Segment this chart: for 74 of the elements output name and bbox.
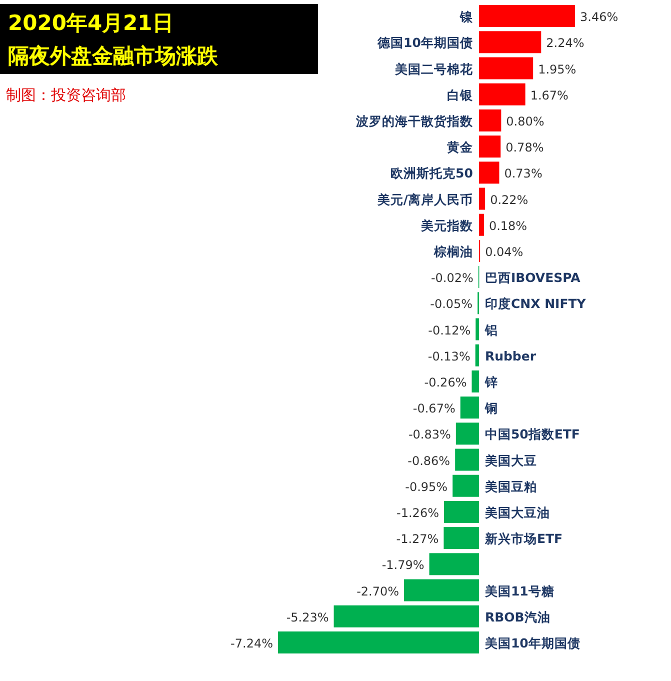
bar — [444, 527, 479, 550]
bar — [478, 109, 502, 132]
data-label: -2.70% — [356, 584, 400, 598]
data-label: -0.83% — [408, 428, 451, 442]
bar — [478, 214, 484, 236]
bar — [460, 396, 479, 419]
y-tick-label: Rubber — [484, 348, 537, 364]
y-tick-label: 欧洲斯托克50 — [390, 166, 474, 181]
y-tick-label: 铝 — [484, 322, 498, 338]
data-label: 3.46% — [580, 10, 618, 24]
data-label: 0.73% — [504, 166, 542, 181]
data-label: -0.26% — [424, 375, 467, 390]
text: 制图：投资咨询部 — [6, 86, 126, 104]
data-label: 2.24% — [546, 36, 584, 50]
bar — [478, 83, 526, 106]
bar — [478, 57, 534, 80]
bar — [278, 631, 479, 654]
y-tick-label: 德国10年期国债 — [376, 35, 473, 50]
bar — [429, 553, 479, 576]
data-label: 1.67% — [530, 88, 568, 102]
data-label: -7.24% — [230, 636, 273, 650]
bar — [472, 370, 479, 392]
data-label: 0.80% — [506, 114, 544, 128]
bar — [334, 605, 479, 628]
data-label: -0.02% — [430, 271, 474, 286]
bar — [478, 5, 575, 28]
y-tick-label: 镍 — [458, 9, 474, 24]
bar — [456, 422, 479, 445]
data-label: -0.67% — [412, 402, 456, 416]
y-tick-label: 黄金 — [446, 140, 473, 155]
y-tick-label: 美国大豆 — [484, 452, 537, 468]
bar — [444, 500, 479, 523]
bar — [478, 136, 501, 158]
bar — [478, 188, 486, 210]
data-label: -5.23% — [286, 610, 329, 624]
data-label: -0.05% — [430, 297, 473, 312]
data-label: 0.04% — [485, 244, 524, 259]
data-label: 0.22% — [490, 192, 528, 207]
data-label: -0.12% — [428, 323, 471, 338]
bar — [452, 474, 479, 497]
y-tick-label: 锌 — [484, 374, 498, 390]
data-label: 1.95% — [538, 62, 576, 76]
y-tick-label: 白银 — [446, 87, 474, 102]
y-tick-label: 美国二号棉花 — [394, 61, 474, 76]
y-tick-label: 美国11号糖 — [484, 583, 554, 598]
bar — [455, 448, 479, 471]
y-tick-label: 美元/离岸人民币 — [376, 192, 473, 207]
data-label: -1.26% — [396, 506, 439, 520]
text: 隔夜外盘金融市场涨跌 — [8, 44, 219, 68]
y-tick-label: 波罗的海干散货指数 — [354, 113, 474, 128]
data-label: -1.79% — [382, 558, 424, 572]
bar — [478, 162, 500, 184]
bar — [476, 318, 479, 340]
text: 2020年4月21日 — [8, 11, 174, 35]
bar — [475, 344, 479, 366]
data-label: -1.27% — [396, 532, 439, 546]
bar — [404, 579, 479, 602]
data-label: 0.18% — [488, 218, 528, 233]
bar — [478, 31, 542, 54]
y-tick-label: RBOB汽油 — [484, 609, 550, 624]
y-tick-label: 印度CNX NIFTY — [484, 296, 587, 312]
y-tick-label: 巴西IBOVESPA — [484, 270, 581, 286]
y-tick-label: 美国大豆油 — [484, 504, 550, 520]
y-tick-label: 美国豆粕 — [484, 478, 537, 494]
y-tick-label: 中国50指数ETF — [484, 426, 580, 442]
data-label: -0.86% — [408, 454, 450, 468]
y-tick-label: 美国10年期国债 — [484, 635, 580, 650]
data-label: -0.13% — [428, 349, 470, 364]
y-tick-label: 新兴市场ETF — [484, 531, 563, 546]
y-tick-label: 铜 — [484, 400, 498, 416]
y-tick-label: 棕榈油 — [432, 244, 473, 259]
data-label: -0.95% — [405, 480, 448, 494]
data-label: 0.78% — [506, 140, 544, 155]
y-tick-label: 美元指数 — [420, 218, 474, 233]
